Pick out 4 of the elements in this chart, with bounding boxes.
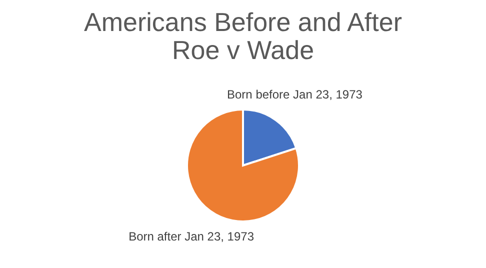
chart-title: Americans Before and After Roe v Wade [84, 7, 402, 65]
slice-label: Born after Jan 23, 1973 [128, 230, 254, 244]
slice-label: Born before Jan 23, 1973 [227, 87, 363, 102]
pie-slice [186, 108, 300, 222]
